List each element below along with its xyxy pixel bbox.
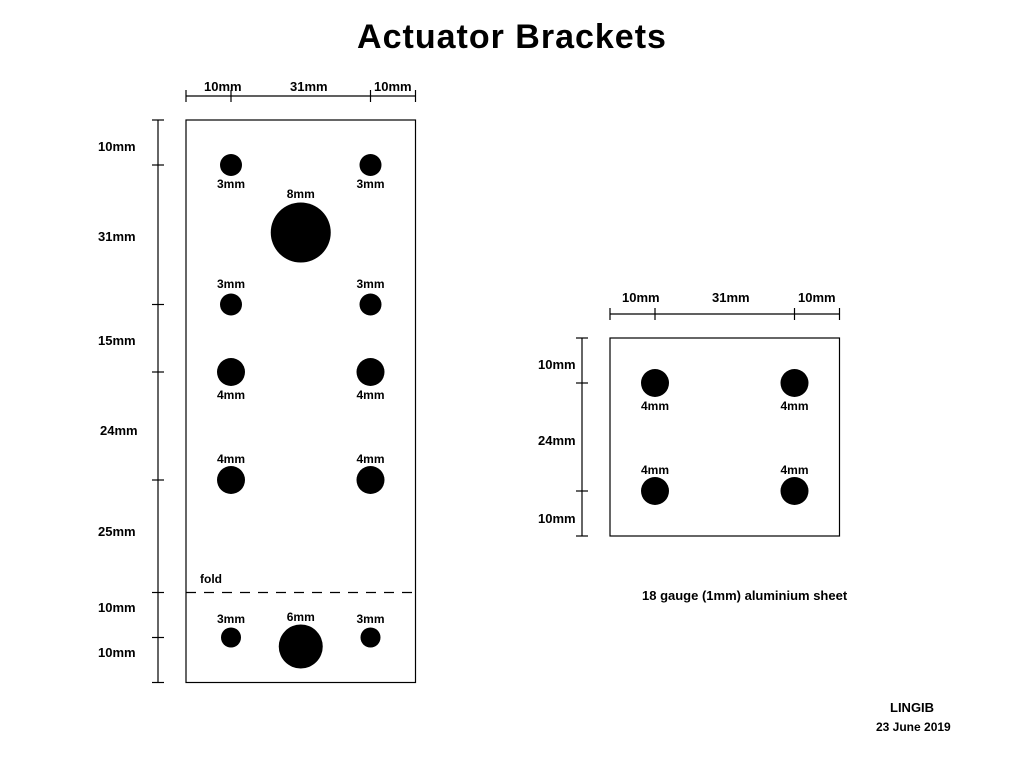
author-label: LINGIB (890, 700, 934, 715)
hole-label: 3mm (217, 177, 245, 191)
hole-label: 3mm (356, 277, 384, 291)
dimension-label: 10mm (538, 357, 576, 372)
hole-label: 4mm (217, 388, 245, 402)
dimension-label: 25mm (98, 524, 136, 539)
hole-label: 4mm (356, 388, 384, 402)
hole-label: 4mm (217, 452, 245, 466)
hole-label: 3mm (356, 177, 384, 191)
dimension-label: 10mm (204, 79, 242, 94)
dimension-label: 10mm (798, 290, 836, 305)
hole-label: 3mm (217, 612, 245, 626)
hole-label: 3mm (217, 277, 245, 291)
material-note: 18 gauge (1mm) aluminium sheet (642, 588, 847, 603)
dimension-label: 31mm (290, 79, 328, 94)
date-label: 23 June 2019 (876, 720, 951, 734)
drawing-canvas (0, 0, 1024, 768)
hole-label: 4mm (780, 399, 808, 413)
hole-label: 4mm (356, 452, 384, 466)
dimension-label: 10mm (622, 290, 660, 305)
dimension-label: 10mm (98, 600, 136, 615)
dimension-label: 31mm (712, 290, 750, 305)
hole-label: 3mm (356, 612, 384, 626)
hole-label: 4mm (780, 463, 808, 477)
dimension-label: 24mm (100, 423, 138, 438)
fold-label: fold (200, 572, 222, 586)
hole-label: 4mm (641, 463, 669, 477)
dimension-label: 24mm (538, 433, 576, 448)
dimension-label: 10mm (98, 139, 136, 154)
hole-label: 4mm (641, 399, 669, 413)
hole-label: 6mm (287, 610, 315, 624)
hole-label: 8mm (287, 187, 315, 201)
dimension-label: 31mm (98, 229, 136, 244)
dimension-label: 10mm (98, 645, 136, 660)
dimension-label: 10mm (538, 511, 576, 526)
dimension-label: 10mm (374, 79, 412, 94)
dimension-label: 15mm (98, 333, 136, 348)
